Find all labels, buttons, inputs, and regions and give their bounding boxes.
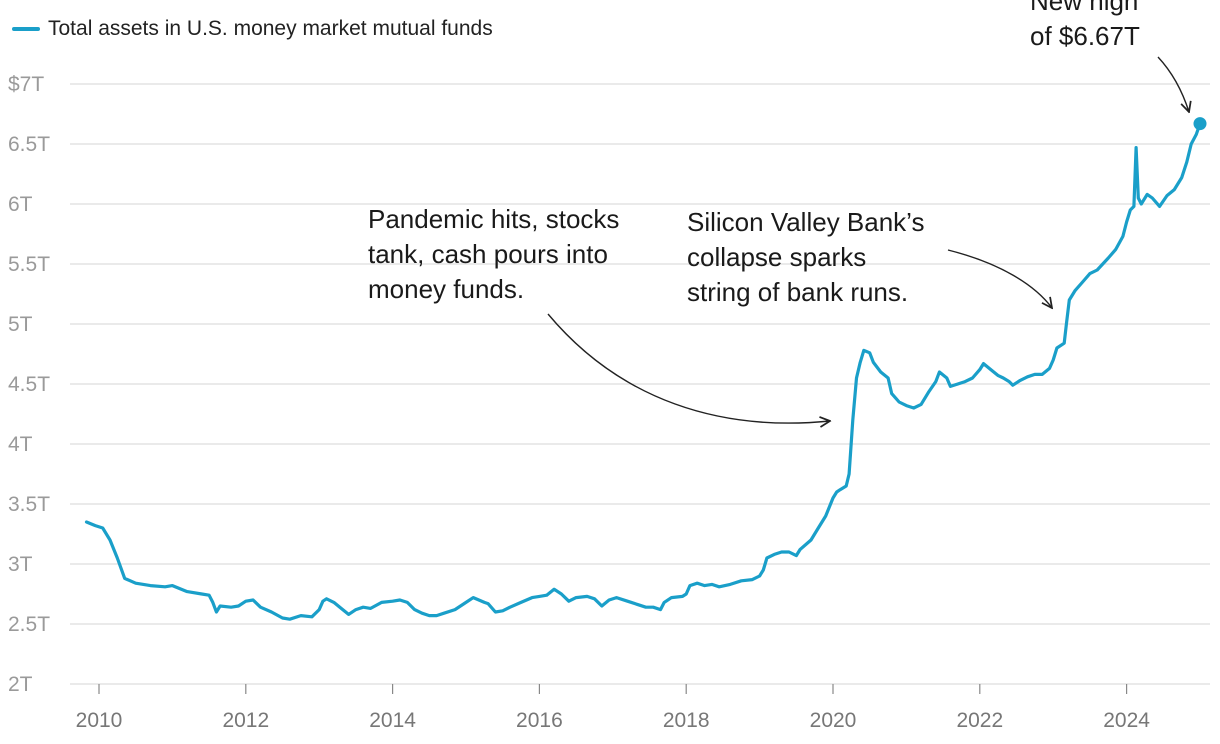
x-tick-label: 2024 [1103, 709, 1150, 732]
x-tick-label: 2012 [222, 709, 269, 732]
chart-legend: Total assets in U.S. money market mutual… [12, 17, 493, 41]
series-line [84, 122, 1202, 621]
annotation-pandemic-line2: tank, cash pours into [368, 239, 608, 269]
x-axis: 2010 2012 2014 2016 2018 2020 2022 2024 [76, 684, 1150, 732]
highlight-point [1193, 117, 1207, 131]
legend-label: Total assets in U.S. money market mutual… [48, 17, 493, 40]
annotation-pandemic-line1: Pandemic hits, stocks [368, 204, 619, 234]
annotation-arrow-pandemic [547, 313, 830, 423]
x-tick-label: 2014 [369, 709, 416, 732]
x-tick-label: 2016 [516, 709, 563, 732]
legend-swatch [12, 27, 40, 31]
annotation-arrow-new-high [1157, 56, 1189, 112]
x-tick-label: 2018 [663, 709, 710, 732]
x-tick-label: 2020 [810, 709, 857, 732]
annotation-pandemic-line3: money funds. [368, 274, 524, 304]
y-axis: $7T 6.5T 6T 5.5T 5T 4.5T 4T 3.5T 3T 2.5T 2T [8, 73, 50, 696]
y-tick-label: 2.5T [8, 613, 50, 636]
y-tick-label: 4.5T [8, 373, 50, 396]
annotation-svb-line1: Silicon Valley Bank’s [687, 207, 925, 237]
y-tick-label: 5.5T [8, 253, 50, 276]
y-tick-label: 3T [8, 553, 33, 576]
y-tick-label: 4T [8, 433, 33, 456]
y-tick-label: 6T [8, 193, 33, 216]
series-layer [84, 117, 1207, 621]
y-tick-label: 3.5T [8, 493, 50, 516]
annotation-new-high-line2: of $6.67T [1030, 21, 1140, 51]
annotation-arrow-svb [947, 249, 1052, 308]
annotation-svb-line2: collapse sparks [687, 242, 866, 272]
y-tick-label: $7T [8, 73, 44, 96]
y-tick-label: 5T [8, 313, 33, 336]
y-tick-label: 2T [8, 673, 33, 696]
annotation-new-high-line1: New high [1030, 0, 1138, 16]
annotation-svb-line3: string of bank runs. [687, 277, 908, 307]
gridlines [70, 83, 1210, 685]
x-tick-label: 2010 [76, 709, 123, 732]
y-tick-label: 6.5T [8, 133, 50, 156]
x-tick-label: 2022 [956, 709, 1003, 732]
